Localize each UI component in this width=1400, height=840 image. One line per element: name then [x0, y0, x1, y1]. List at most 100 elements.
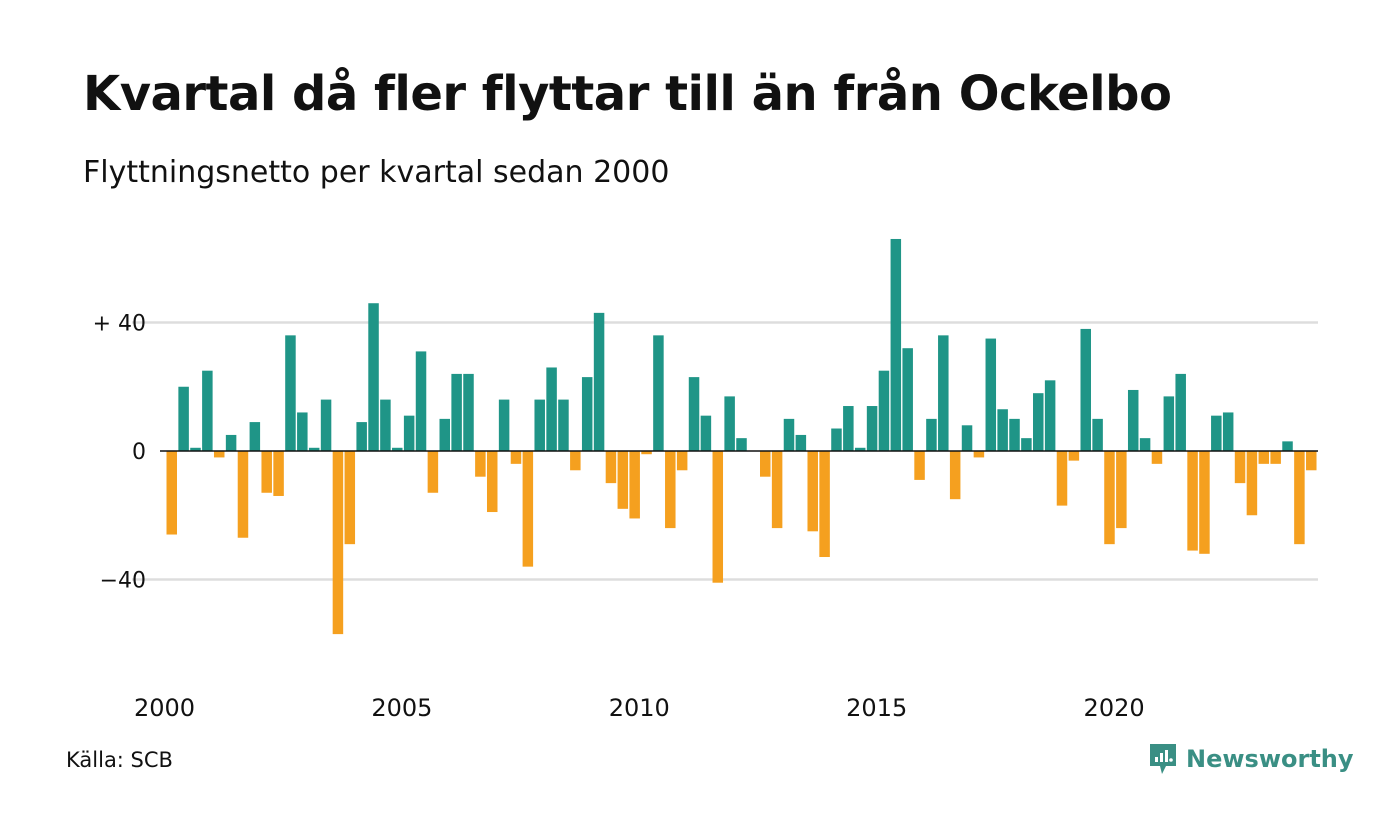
bar: [1021, 438, 1032, 451]
bar: [688, 377, 700, 451]
bar: [1068, 451, 1080, 461]
bar: [617, 451, 629, 509]
bar: [320, 399, 332, 451]
bar: [297, 412, 308, 451]
bar: [724, 396, 735, 451]
bar: [712, 451, 724, 583]
bar: [534, 399, 545, 451]
bar: [1033, 393, 1044, 451]
brand-name: Newsworthy: [1186, 745, 1354, 773]
bar: [202, 370, 213, 451]
bar: [1151, 451, 1163, 464]
bar: [1211, 415, 1222, 451]
bar: [878, 370, 890, 451]
bar: [1187, 451, 1198, 551]
bar-chart: + 40 0 −40 2000 2005 2010 2015 2020: [93, 238, 1318, 722]
bar: [510, 451, 522, 464]
bar: [486, 451, 498, 513]
bar: [890, 238, 902, 451]
bar: [285, 335, 296, 451]
bar: [1163, 396, 1175, 451]
bar: [498, 399, 510, 451]
x-tick-label: 2015: [846, 694, 907, 722]
bar: [985, 338, 997, 451]
bar: [237, 451, 249, 538]
bar: [213, 451, 225, 458]
bar: [451, 373, 462, 451]
bar: [368, 303, 379, 451]
bar: [1234, 451, 1246, 484]
bar: [558, 399, 569, 451]
bar: [854, 447, 866, 451]
bar-series: [166, 238, 1317, 635]
bar: [273, 451, 284, 496]
bar: [1222, 412, 1234, 451]
bar: [1282, 441, 1293, 451]
bar: [831, 428, 842, 451]
bar: [961, 425, 973, 451]
bar: [1044, 380, 1056, 451]
bar: [926, 418, 937, 451]
bar: [463, 373, 474, 451]
bar: [415, 351, 427, 451]
source-label: Källa: SCB: [66, 748, 173, 772]
bar: [902, 348, 913, 451]
bar: [475, 451, 486, 477]
bar: [593, 312, 605, 451]
bar: [1056, 451, 1068, 506]
bar: [403, 415, 415, 451]
bar: [1306, 451, 1317, 471]
bar: [1270, 451, 1281, 464]
bar: [190, 447, 201, 451]
bar: [439, 418, 451, 451]
chart-title: Kvartal då fler flyttar till än från Ock…: [83, 66, 1172, 122]
bar: [308, 447, 320, 451]
bar: [1092, 418, 1103, 451]
x-tick-label: 2005: [371, 694, 432, 722]
bar: [546, 367, 557, 451]
bar: [344, 451, 356, 545]
brand-logo[interactable]: Newsworthy: [1148, 742, 1354, 776]
bar: [570, 451, 581, 471]
bar: [1294, 451, 1305, 545]
bar: [225, 434, 237, 451]
bar: [1009, 418, 1020, 451]
x-tick-label: 2000: [134, 694, 195, 722]
bar: [807, 451, 818, 532]
bar: [166, 451, 177, 535]
bar: [392, 447, 403, 451]
bar: [760, 451, 771, 477]
bar: [938, 335, 949, 451]
bar: [178, 386, 189, 451]
bar: [605, 451, 617, 484]
bar: [1199, 451, 1210, 554]
bar: [783, 418, 795, 451]
x-tick-label: 2020: [1084, 694, 1145, 722]
bar: [356, 422, 367, 451]
bar: [795, 434, 807, 451]
x-tick-label: 2010: [609, 694, 670, 722]
bar: [819, 451, 830, 558]
bar: [1116, 451, 1127, 529]
bar: [380, 399, 391, 451]
y-tick-label: + 40: [93, 312, 146, 337]
bar: [249, 422, 261, 451]
bar: [1175, 373, 1186, 451]
y-tick-label: −40: [100, 569, 146, 594]
bar: [581, 377, 593, 451]
bar: [771, 451, 783, 529]
bar: [1080, 328, 1091, 451]
bar: [866, 406, 878, 451]
bar: [1104, 451, 1115, 545]
bar: [843, 406, 854, 451]
x-axis-ticks: 2000 2005 2010 2015 2020: [134, 694, 1145, 722]
bar: [676, 451, 688, 471]
bar: [641, 451, 652, 455]
bar: [1127, 389, 1139, 451]
bar: [522, 451, 534, 567]
bar: [261, 451, 272, 493]
bar: [997, 409, 1008, 451]
chart-subtitle: Flyttningsnetto per kvartal sedan 2000: [83, 155, 670, 190]
bar: [653, 335, 664, 451]
bar: [1258, 451, 1270, 464]
